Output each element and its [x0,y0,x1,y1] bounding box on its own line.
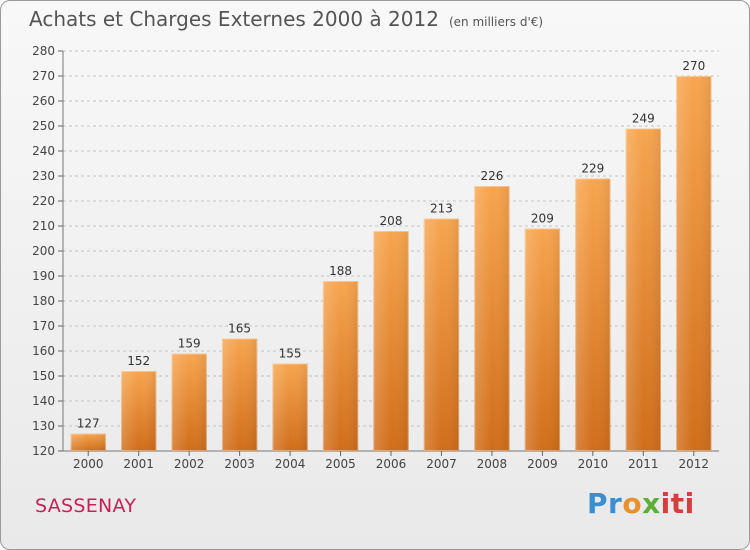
y-tick-label: 260 [32,94,55,108]
bar-highlight [625,128,661,451]
bar-highlight [474,186,510,451]
y-tick-label: 170 [32,319,55,333]
bar-shade [322,281,359,451]
y-tick-label: 220 [32,194,55,208]
data-label: 213 [430,202,453,216]
x-tick-label: 2010 [578,457,609,471]
data-label: 127 [77,417,100,431]
bar-highlight [70,433,106,451]
data-label: 249 [632,112,655,126]
y-tick-label: 250 [32,119,55,133]
bar-highlight [322,281,359,451]
bar-shade [272,363,308,451]
logo-letters-3: iti [660,487,695,520]
bar-highlight [423,218,460,451]
x-tick-label: 2003 [224,457,255,471]
data-label: 270 [682,59,705,73]
proxiti-logo: Proxiti [587,487,695,520]
bar-shade [221,338,258,451]
data-label: 226 [480,169,503,183]
y-tick-label: 150 [32,369,55,383]
x-tick-label: 2009 [527,457,558,471]
data-label: 188 [329,264,352,278]
y-tick-label: 180 [32,294,55,308]
bar-highlight [524,228,561,451]
x-tick-label: 2000 [73,457,104,471]
y-tick-label: 140 [32,394,55,408]
bar-shade [625,128,661,451]
bar-highlight [272,363,308,451]
labels: 120 130 140 150 160 170 180 190 200 210 220 230 240 2… [32,44,709,471]
x-tick-label: 2002 [174,457,205,471]
chart-title: Achats et Charges Externes 2000 à 2012 (e… [29,7,543,31]
logo-letters-1: o [622,487,643,520]
x-tick-label: 2011 [628,457,659,471]
bar-shade [524,228,561,451]
y-tick-label: 240 [32,144,55,158]
x-tick-label: 2007 [426,457,457,471]
y-tick-label: 160 [32,344,55,358]
bar-shade [474,186,510,451]
bar-shade [676,76,712,451]
bar-shade [373,231,409,451]
place-name: SASSENAY [35,495,137,517]
y-tick-label: 280 [32,44,55,58]
x-tick-label: 2012 [678,457,709,471]
data-label: 152 [127,354,150,368]
x-tick-label: 2006 [376,457,407,471]
data-label: 229 [581,162,604,176]
y-tick-label: 120 [32,444,55,458]
bar-highlight [121,371,157,451]
y-tick-label: 190 [32,269,55,283]
x-tick-label: 2001 [123,457,154,471]
y-tick-label: 200 [32,244,55,258]
logo-letters-2: x [642,487,661,520]
bar-shade [171,353,207,451]
y-tick-label: 130 [32,419,55,433]
data-label: 155 [279,347,302,361]
data-label: 208 [380,214,403,228]
x-tick-label: 2005 [325,457,356,471]
bar-highlight [221,338,258,451]
data-label: 209 [531,212,554,226]
x-tick-label: 2008 [477,457,508,471]
chart-title-text: Achats et Charges Externes 2000 à 2012 [29,7,439,31]
data-label: 159 [178,337,201,351]
y-tick-label: 270 [32,69,55,83]
bars [70,76,712,451]
x-tick-label: 2004 [275,457,306,471]
bar-shade [575,178,611,451]
logo-letters-0: Pr [587,487,623,520]
bar-highlight [171,353,207,451]
y-tick-label: 210 [32,219,55,233]
bar-highlight [676,76,712,451]
bar-highlight [575,178,611,451]
bar-shade [423,218,460,451]
bar-shade [70,433,106,451]
bar-highlight [373,231,409,451]
chart-unit: (en milliers d'€) [448,15,544,29]
y-tick-label: 230 [32,169,55,183]
bar-shade [121,371,157,451]
data-label: 165 [228,322,251,336]
